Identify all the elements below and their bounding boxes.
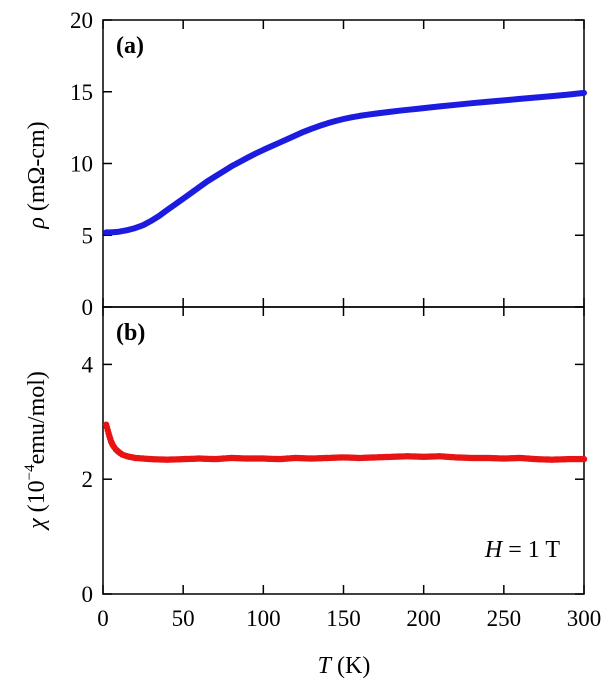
- panel-a-y-axis-label: ρ (mΩ-cm): [24, 121, 50, 229]
- panel-b-y-tick-label: 2: [82, 467, 94, 492]
- susceptibility-point: [580, 455, 588, 463]
- field-annotation: H = 1 T: [484, 537, 560, 563]
- x-tick-label: 0: [97, 606, 109, 631]
- temperature-unit: (K): [331, 653, 370, 679]
- rho-unit: (mΩ-cm): [24, 121, 50, 217]
- rho-symbol: ρ: [24, 217, 50, 230]
- temperature-symbol: T: [318, 653, 333, 679]
- panel-a-y-tick-label: 0: [82, 295, 94, 320]
- panel-a-y-ticks: 0 5 10 15 20: [70, 8, 584, 320]
- panel-a-x-ticks: [102, 20, 585, 307]
- x-tick-label: 250: [487, 606, 522, 631]
- susceptibility-panel: 0 2 4 0 50 100 150 200 250 300 (b) χ (10−4emu/mo…: [22, 306, 601, 679]
- x-tick-label: 100: [246, 606, 281, 631]
- panel-a-label: (a): [116, 33, 144, 59]
- panel-b-y-tick-label: 0: [82, 582, 94, 607]
- panel-b-y-ticks: 0 2 4: [82, 352, 584, 607]
- x-tick-label: 50: [172, 606, 195, 631]
- panel-a-y-tick-label: 10: [70, 152, 93, 177]
- panel-b-label: (b): [116, 320, 145, 346]
- x-tick-label: 300: [567, 606, 602, 631]
- panel-b-y-tick-label: 4: [82, 352, 94, 377]
- x-axis-label: T (K): [318, 653, 371, 679]
- chi-symbol: χ: [24, 517, 50, 531]
- panel-a-frame: [102, 19, 585, 308]
- x-tick-label: 150: [326, 606, 361, 631]
- resistivity-panel: 0 5 10 15 20 (a) ρ (mΩ-cm): [24, 8, 587, 320]
- panel-a-y-tick-label: 20: [70, 8, 93, 33]
- susceptibility-points: [103, 421, 588, 463]
- chi-unit-pre: (10: [24, 480, 50, 518]
- panel-a-y-tick-label: 5: [82, 223, 94, 248]
- resistivity-curve: [103, 89, 587, 236]
- field-value: = 1 T: [502, 537, 560, 563]
- x-tick-label: 200: [406, 606, 441, 631]
- panel-b-y-axis-label: χ (10−4emu/mol): [22, 371, 50, 531]
- chi-unit-post: emu/mol): [24, 371, 50, 464]
- chi-unit-exponent: −4: [22, 464, 38, 480]
- field-symbol: H: [484, 537, 504, 563]
- panel-a-y-tick-label: 15: [70, 80, 93, 105]
- panel-b-x-ticks: 0 50 100 150 200 250 300: [97, 307, 601, 631]
